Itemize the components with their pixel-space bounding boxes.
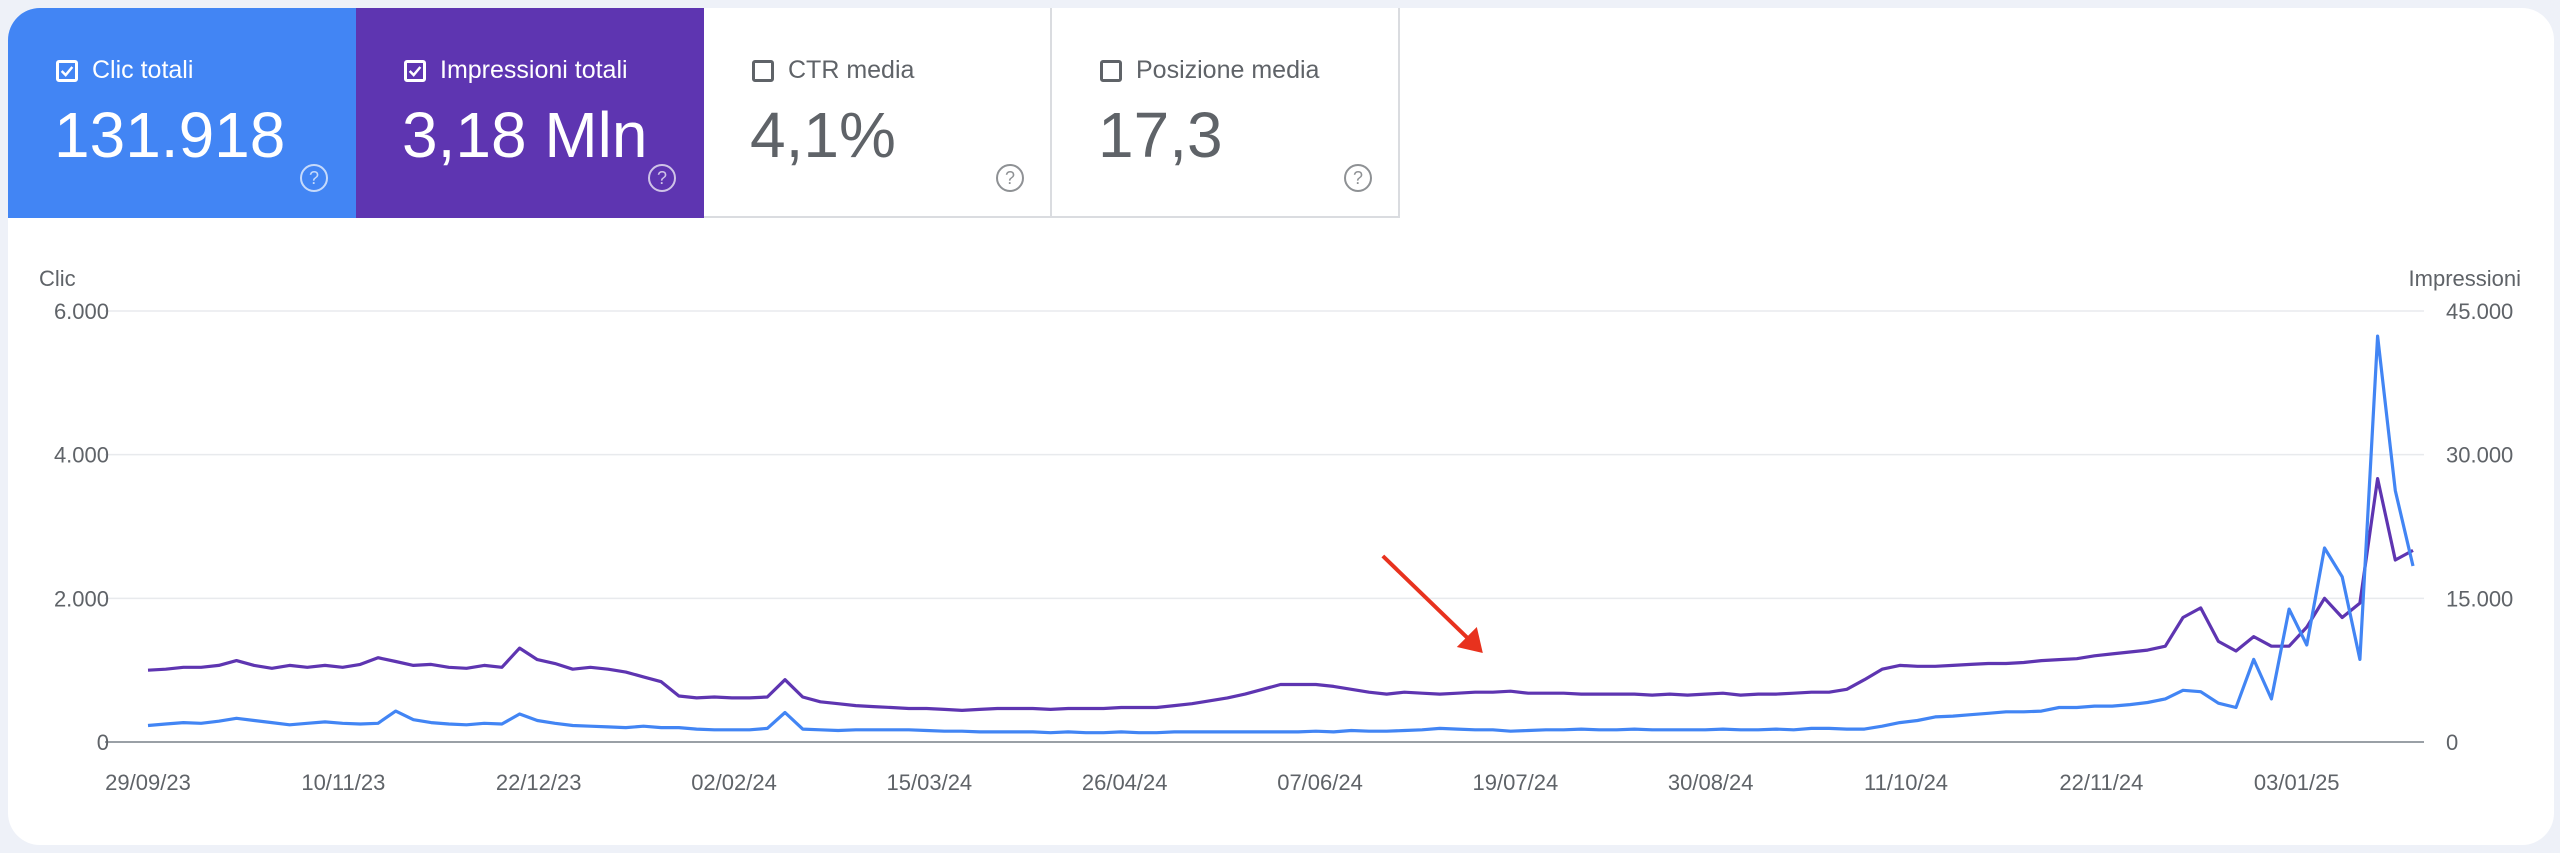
metric-label: Impressioni totali [440, 56, 628, 84]
y-left-tick-label: 6.000 [54, 299, 109, 324]
x-tick-label: 07/06/24 [1277, 770, 1363, 795]
metric-card-position[interactable]: Posizione media 17,3 ? [1052, 8, 1400, 218]
checkbox-unchecked-icon[interactable] [1100, 59, 1122, 82]
y-right-ticks: 0 15.000 30.000 45.000 [2446, 299, 2513, 755]
y-left-axis-title: Clic [39, 266, 76, 291]
y-right-tick-label: 0 [2446, 730, 2458, 755]
x-tick-label: 22/11/24 [2059, 770, 2143, 795]
series-lines [147, 334, 2415, 735]
x-tick-label: 29/09/23 [105, 770, 191, 795]
checkbox-checked-icon[interactable] [404, 59, 426, 82]
checkbox-unchecked-icon[interactable] [752, 59, 774, 82]
x-tick-label: 19/07/24 [1473, 770, 1559, 795]
y-left-tick-label: 4.000 [54, 443, 109, 468]
help-icon[interactable]: ? [996, 164, 1024, 192]
annotation-arrow-head [1456, 627, 1483, 653]
x-tick-label: 10/11/23 [301, 770, 385, 795]
y-right-tick-label: 15.000 [2446, 586, 2513, 611]
metric-value: 17,3 [1098, 99, 1223, 171]
y-right-tick-label: 45.000 [2446, 299, 2513, 324]
impressions-series-line [147, 477, 2414, 713]
x-tick-label: 30/08/24 [1668, 770, 1754, 795]
y-left-tick-label: 2.000 [54, 586, 109, 611]
checkbox-checked-icon[interactable] [56, 59, 78, 82]
x-tick-label: 26/04/24 [1082, 770, 1168, 795]
performance-card: Clic totali 131.918 ? Impressioni totali… [8, 8, 2554, 845]
x-tick-label: 11/10/24 [1864, 770, 1948, 795]
annotation-arrow-shaft [1381, 554, 1477, 647]
metric-card-impressions[interactable]: Impressioni totali 3,18 Mln ? [356, 8, 704, 218]
metric-card-clicks[interactable]: Clic totali 131.918 ? [8, 8, 356, 218]
annotation-arrow [1381, 554, 1483, 653]
metric-label: Posizione media [1136, 56, 1320, 84]
gridlines [105, 310, 2424, 743]
help-icon[interactable]: ? [300, 164, 328, 192]
metric-value: 4,1% [750, 99, 896, 171]
x-tick-label: 22/12/23 [496, 770, 582, 795]
metric-card-ctr[interactable]: CTR media 4,1% ? [704, 8, 1052, 218]
help-icon[interactable]: ? [1344, 164, 1372, 192]
y-left-tick-label: 0 [97, 730, 109, 755]
y-right-tick-label: 30.000 [2446, 443, 2513, 468]
x-tick-label: 03/01/25 [2254, 770, 2340, 795]
metric-label: CTR media [788, 56, 915, 84]
performance-chart: Clic Impressioni 0 2.000 4.000 6.000 0 15.00… [39, 266, 2521, 795]
y-right-axis-title: Impressioni [2409, 266, 2521, 291]
clicks-series-line [147, 334, 2415, 735]
metric-label: Clic totali [92, 56, 194, 84]
x-ticks: 29/09/23 10/11/23 22/12/23 02/02/24 15/03/24… [105, 770, 2339, 795]
metric-tabs: Clic totali 131.918 ? Impressioni totali… [8, 8, 1400, 218]
x-tick-label: 02/02/24 [691, 770, 777, 795]
x-tick-label: 15/03/24 [887, 770, 973, 795]
y-left-ticks: 0 2.000 4.000 6.000 [54, 299, 109, 755]
metric-value: 131.918 [54, 99, 286, 171]
help-icon[interactable]: ? [648, 164, 676, 192]
metric-value: 3,18 Mln [402, 99, 648, 171]
